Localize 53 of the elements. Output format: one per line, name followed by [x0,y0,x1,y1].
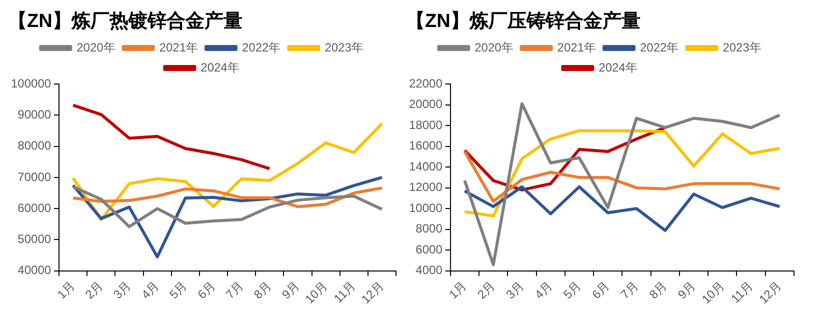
x-tick-label: 8月 [250,278,274,302]
legend-label: 2022年 [640,40,679,54]
y-tick-label: 20000 [408,97,443,112]
y-tick-label: 60000 [18,200,52,215]
x-tick-label: 6月 [589,278,612,302]
y-tick-label: 90000 [18,107,52,122]
x-tick-label: 12月 [756,278,784,306]
x-tick-label: 7月 [222,278,246,302]
x-tick-label: 10月 [302,278,330,306]
x-tick-label: 4月 [532,278,556,302]
y-tick-label: 8000 [416,222,443,236]
legend-label: 2020年 [474,40,514,54]
x-tick-label: 5月 [560,278,584,302]
x-tick-label: 2月 [82,278,106,302]
y-tick-label: 22000 [408,76,443,90]
x-tick-label: 2月 [474,278,498,302]
x-tick-label: 12月 [358,278,386,306]
x-tick-label: 9月 [675,278,698,302]
y-tick-label: 4000 [416,263,443,278]
x-tick-label: 11月 [331,278,358,306]
legend-label: 2023年 [722,40,762,54]
chart-title: 【ZN】炼厂热镀锌合金产量 [8,10,244,34]
legend-label: 2021年 [159,40,198,54]
x-tick-label: 9月 [279,278,302,302]
x-tick-label: 3月 [110,278,134,302]
y-tick-label: 12000 [408,180,443,194]
y-tick-label: 80000 [18,138,52,153]
legend-label: 2024年 [200,60,240,74]
legend-label: 2020年 [76,40,116,54]
x-tick-label: 4月 [138,278,162,302]
y-tick-label: 70000 [18,170,52,184]
x-tick-label: 11月 [728,278,756,306]
chart-title: 【ZN】炼厂压铸锌合金产量 [406,10,642,34]
y-tick-label: 14000 [408,159,443,174]
x-tick-label: 10月 [699,278,727,306]
legend-label: 2024年 [598,60,638,74]
x-tick-label: 8月 [646,278,670,302]
y-tick-label: 100000 [10,76,52,90]
y-tick-label: 50000 [18,232,52,246]
y-tick-label: 10000 [408,200,443,215]
x-tick-label: 6月 [194,278,218,302]
x-tick-label: 1月 [446,278,470,302]
y-tick-label: 40000 [18,263,52,278]
x-tick-label: 5月 [166,278,190,302]
y-tick-label: 18000 [408,118,443,132]
legend-label: 2023年 [324,40,364,54]
y-tick-label: 16000 [408,138,443,153]
legend-label: 2022年 [242,40,281,54]
x-tick-label: 7月 [618,278,641,302]
x-tick-label: 1月 [54,278,78,302]
x-tick-label: 3月 [503,278,526,302]
legend-label: 2021年 [557,40,596,54]
y-tick-label: 6000 [416,242,443,256]
